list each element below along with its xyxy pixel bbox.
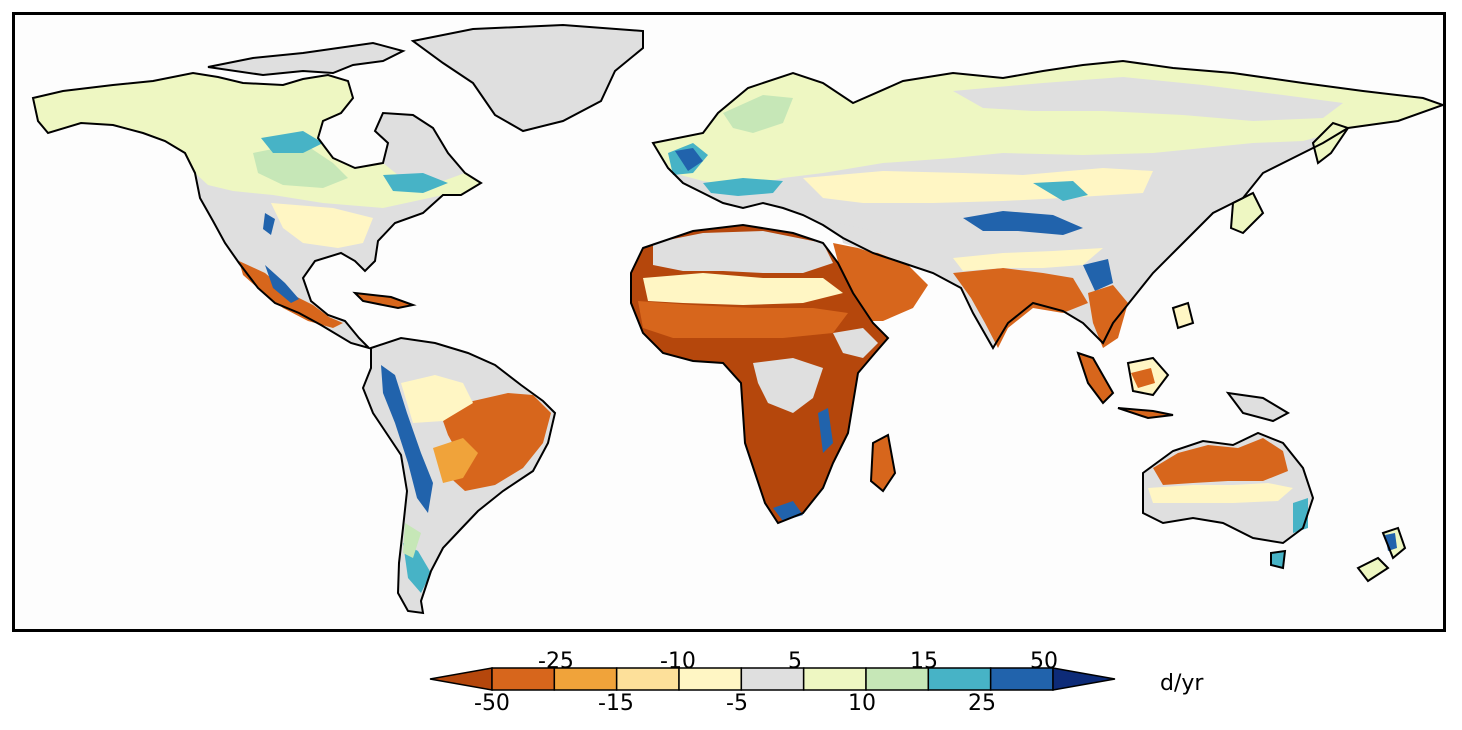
sa-brazil-light	[433, 438, 478, 483]
australia-east-teal	[1293, 498, 1308, 533]
madagascar-coastline	[869, 433, 897, 493]
legend-swatch-2	[553, 667, 618, 691]
legend-swatch-8	[927, 667, 992, 691]
na-teal-patch-1	[261, 131, 323, 153]
na-teal-patch-2	[383, 173, 448, 193]
japan	[1231, 193, 1263, 233]
legend-left-arrow	[429, 667, 493, 691]
borneo-orange	[1131, 368, 1155, 388]
arabia-gray	[838, 223, 903, 253]
tasmania-coastline	[1270, 549, 1287, 570]
india-yellow	[953, 248, 1103, 271]
australia-land-coastline	[1142, 431, 1315, 545]
legend-lower-tick-1: -50	[474, 691, 510, 716]
na-mexico-blue	[265, 265, 299, 303]
madagascar	[871, 435, 895, 491]
legend-color-bar	[429, 667, 1116, 691]
new-zealand-south	[1358, 558, 1388, 581]
sahara-gray	[653, 231, 833, 273]
sa-brazil-orange	[443, 393, 551, 491]
sumatra-coastline	[1076, 351, 1115, 405]
japan-coastline	[1229, 191, 1265, 235]
legend-upper-tick-1: -25	[538, 649, 574, 674]
africa	[630, 223, 897, 525]
north-america-land	[33, 73, 481, 348]
congo-gray	[753, 358, 823, 413]
south-america	[361, 336, 557, 615]
legend-right-arrow	[1052, 667, 1116, 691]
legend-upper-tick-2: -10	[660, 649, 696, 674]
europe-teal-band	[703, 178, 783, 196]
legend-upper-tick-4: 15	[910, 649, 938, 674]
legend-unit-label: d/yr	[1160, 671, 1204, 696]
arctic-islands	[208, 43, 403, 75]
legend-upper-tick-3: 5	[788, 649, 802, 674]
new-guinea-coastline	[1225, 391, 1291, 423]
africa-land-coastline	[630, 223, 890, 525]
north-america-land-coastline	[31, 71, 483, 350]
east-africa-blue	[818, 408, 833, 453]
legend-upper-tick-5: 50	[1030, 649, 1058, 674]
tasmania	[1271, 551, 1285, 568]
new-zealand-south-coastline	[1356, 556, 1390, 583]
se-asia-orange	[1088, 285, 1128, 348]
kamchatka-coastline	[1311, 121, 1350, 165]
tibet-teal	[1033, 181, 1088, 201]
map-frame	[12, 12, 1446, 632]
sa-yellow-band	[401, 375, 473, 423]
scandinavia-green	[723, 95, 793, 133]
china-south-blue	[1083, 259, 1113, 291]
legend-lower-tick-3: -5	[726, 691, 748, 716]
uk-blue	[675, 148, 703, 171]
na-yellow-band	[33, 73, 481, 208]
new-zealand-north-coastline	[1381, 526, 1407, 560]
north-america	[31, 23, 644, 350]
philippines	[1173, 303, 1193, 328]
borneo-coastline	[1126, 356, 1170, 397]
india-orange	[953, 268, 1088, 348]
australia-yellow	[1148, 483, 1293, 503]
legend-swatch-3	[615, 667, 680, 691]
australia	[1142, 431, 1407, 583]
java	[1118, 408, 1173, 418]
legend-lower-tick-5: 25	[968, 691, 996, 716]
java-coastline	[1117, 407, 1174, 420]
sumatra	[1078, 353, 1113, 403]
legend-swatch-4	[678, 667, 743, 691]
cuba-coastline	[352, 291, 417, 310]
legend-lower-tick-2: -15	[598, 691, 634, 716]
siberia-gray	[953, 77, 1343, 121]
legend-swatch-5	[740, 667, 805, 691]
arctic-islands-coastline	[207, 41, 406, 77]
na-west-blue	[263, 213, 275, 235]
ethiopia-gray	[833, 328, 878, 358]
legend-swatch-7	[865, 667, 930, 691]
legend-swatch-9	[989, 667, 1054, 691]
tibet-blue	[963, 211, 1083, 235]
legend-swatch-1	[491, 667, 556, 691]
world-map	[31, 23, 1443, 615]
philippines-coastline	[1171, 301, 1195, 330]
eurasia	[651, 59, 1443, 423]
sahel-yellow	[643, 273, 843, 305]
legend-lower-tick-4: 10	[848, 691, 876, 716]
new-guinea	[1228, 393, 1288, 421]
greenland-coastline	[410, 23, 644, 133]
cuba	[355, 293, 413, 308]
greenland	[413, 25, 643, 131]
south-america-land-coastline	[361, 336, 557, 615]
sa-andes-blue	[381, 365, 433, 513]
na-south-yellow	[271, 203, 373, 248]
sa-south-green	[403, 523, 421, 558]
legend-swatch-6	[802, 667, 867, 691]
na-great-plains-green	[253, 143, 348, 188]
sahel-orange	[638, 301, 848, 338]
australia-orange	[1153, 438, 1288, 485]
eurasia-land-coastline	[651, 59, 1443, 350]
